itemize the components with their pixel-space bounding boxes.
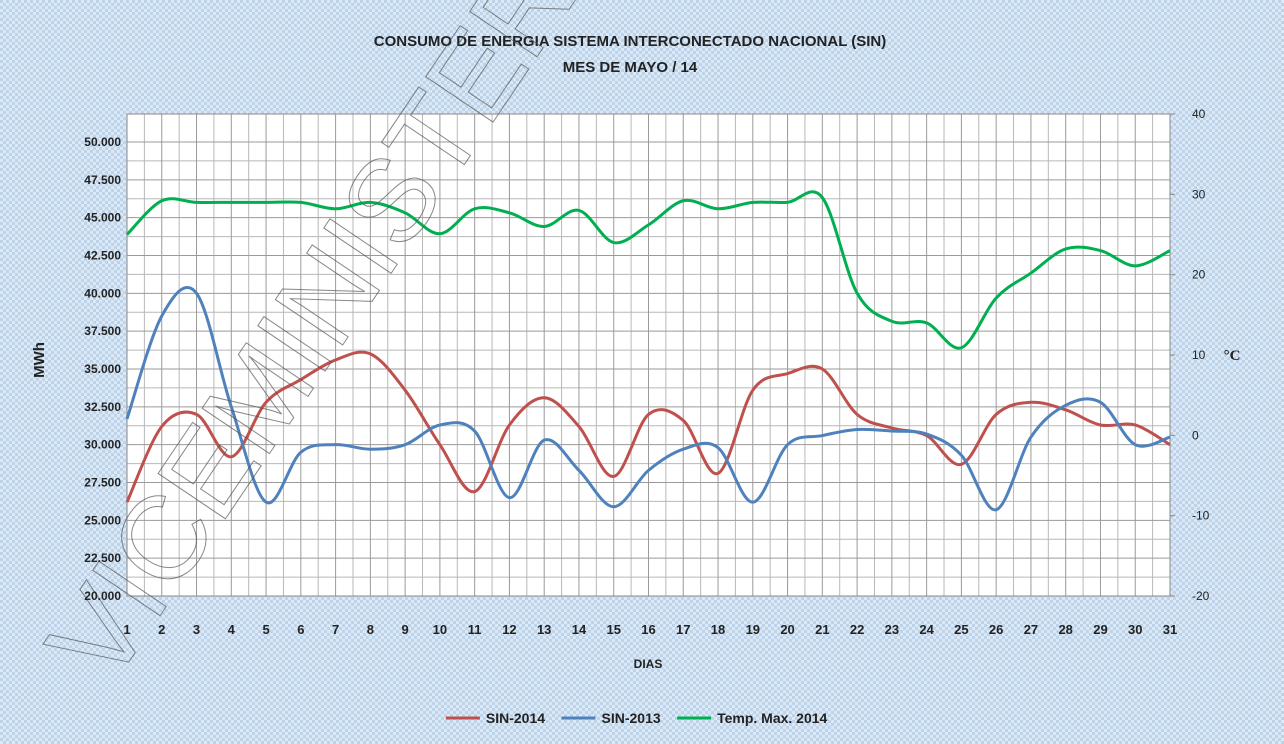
x-tick-label: 22 bbox=[850, 622, 864, 637]
y2-tick-label: 20 bbox=[1192, 268, 1206, 282]
x-tick-label: 27 bbox=[1024, 622, 1038, 637]
x-tick-label: 13 bbox=[537, 622, 551, 637]
x-tick-label: 18 bbox=[711, 622, 725, 637]
series-line bbox=[125, 190, 1171, 350]
x-tick-label: 3 bbox=[193, 622, 200, 637]
y-tick-label: 47.500 bbox=[84, 173, 121, 187]
x-tick-label: 19 bbox=[746, 622, 760, 637]
y2-tick-label: 40 bbox=[1192, 107, 1206, 121]
y-tick-label: 27.500 bbox=[84, 475, 121, 489]
y-tick-label: 32.500 bbox=[84, 400, 121, 414]
x-tick-label: 14 bbox=[572, 622, 587, 637]
x-tick-label: 15 bbox=[606, 622, 620, 637]
y2-axis-label: °C bbox=[1224, 348, 1241, 364]
x-tick-label: 24 bbox=[919, 622, 934, 637]
y2-tick-label: -20 bbox=[1192, 589, 1210, 603]
y-tick-label: 20.000 bbox=[84, 589, 121, 603]
x-tick-label: 20 bbox=[780, 622, 794, 637]
x-tick-label: 21 bbox=[815, 622, 829, 637]
x-tick-label: 28 bbox=[1058, 622, 1072, 637]
y2-tick-label: 30 bbox=[1192, 187, 1206, 201]
x-tick-label: 7 bbox=[332, 622, 339, 637]
y2-tick-label: 10 bbox=[1192, 348, 1206, 362]
plot-border bbox=[126, 113, 1171, 597]
chart-subtitle: MES DE MAYO / 14 bbox=[563, 59, 698, 76]
series-line bbox=[125, 350, 1171, 503]
x-tick-label: 1 bbox=[123, 622, 130, 637]
y-tick-label: 40.000 bbox=[84, 286, 121, 300]
y-tick-label: 35.000 bbox=[84, 362, 121, 376]
x-tick-label: 12 bbox=[502, 622, 516, 637]
series-line bbox=[125, 286, 1171, 512]
x-tick-label: 25 bbox=[954, 622, 968, 637]
x-tick-label: 10 bbox=[433, 622, 447, 637]
y2-tick-label: 0 bbox=[1192, 428, 1199, 442]
x-tick-label: 30 bbox=[1128, 622, 1142, 637]
x-tick-label: 11 bbox=[468, 622, 482, 637]
y-tick-label: 50.000 bbox=[84, 135, 121, 149]
x-tick-label: 17 bbox=[676, 622, 690, 637]
y-tick-label: 37.500 bbox=[84, 324, 121, 338]
y-axis-label: MWh bbox=[31, 342, 48, 378]
y-tick-label: 45.000 bbox=[84, 211, 121, 225]
x-tick-label: 6 bbox=[297, 622, 304, 637]
x-tick-label: 5 bbox=[262, 622, 269, 637]
y2-tick-label: -10 bbox=[1192, 509, 1210, 523]
x-tick-label: 9 bbox=[402, 622, 409, 637]
chart-title: CONSUMO DE ENERGIA SISTEMA INTERCONECTAD… bbox=[374, 33, 887, 50]
x-tick-label: 8 bbox=[367, 622, 374, 637]
legend-label: SIN-2014 bbox=[486, 710, 545, 726]
y-tick-label: 42.500 bbox=[84, 248, 121, 262]
legend-label: Temp. Max. 2014 bbox=[717, 710, 827, 726]
x-tick-label: 4 bbox=[228, 622, 236, 637]
x-axis-label: DIAS bbox=[634, 657, 663, 671]
x-tick-label: 2 bbox=[158, 622, 165, 637]
y-tick-label: 30.000 bbox=[84, 438, 121, 452]
legend-label: SIN-2013 bbox=[602, 710, 661, 726]
x-tick-label: 26 bbox=[989, 622, 1003, 637]
x-tick-label: 29 bbox=[1093, 622, 1107, 637]
x-tick-label: 23 bbox=[885, 622, 899, 637]
x-tick-label: 16 bbox=[641, 622, 655, 637]
y-tick-label: 22.500 bbox=[84, 551, 121, 565]
x-tick-label: 31 bbox=[1163, 622, 1177, 637]
y-tick-label: 25.000 bbox=[84, 513, 121, 527]
